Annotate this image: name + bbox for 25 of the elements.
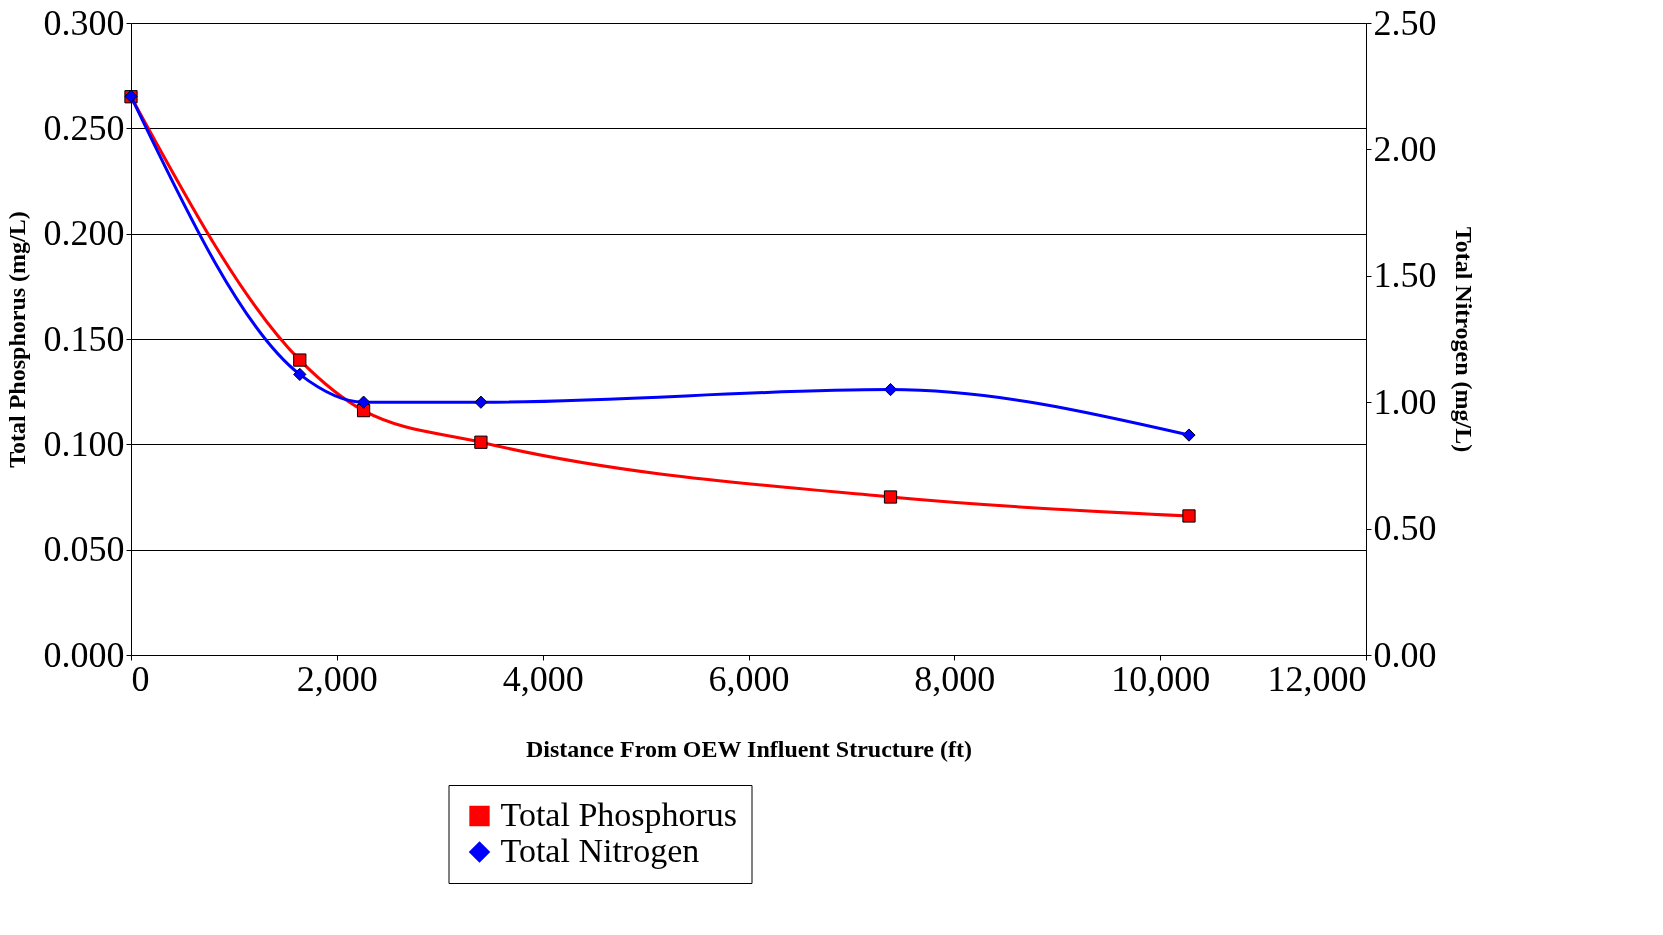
x-axis-title: Distance From OEW Influent Structure (ft): [526, 735, 972, 762]
y-tick-label: 0.100: [43, 423, 125, 464]
y-tick-label: 0.000: [43, 634, 125, 675]
y-axis-title: Total Phosphorus (mg/L): [3, 211, 30, 468]
y-tick-label: 0.050: [43, 529, 125, 570]
x-tick-label: 2,000: [296, 658, 378, 699]
y2-tick-label: 0.00: [1373, 634, 1437, 675]
y-tick-label: 0.200: [43, 213, 125, 254]
y2-tick-label: 0.50: [1373, 508, 1437, 549]
x-tick-label: 8,000: [914, 658, 996, 699]
y-tick-label: 0.250: [43, 107, 125, 148]
x-tick-label: 0: [131, 658, 150, 699]
y2-tick-label: 1.50: [1373, 255, 1437, 296]
x-tick-label: 12,000: [1267, 658, 1367, 699]
y2-tick-label: 2.50: [1373, 2, 1437, 43]
y2-tick-label: 1.00: [1373, 381, 1437, 422]
y-tick-label: 0.300: [43, 2, 125, 43]
x-tick-label: 4,000: [502, 658, 584, 699]
x-tick-label: 6,000: [708, 658, 790, 699]
x-tick-label: 10,000: [1111, 658, 1211, 699]
y2-tick-label: 2.00: [1373, 128, 1437, 169]
y-tick-label: 0.150: [43, 318, 125, 359]
legend-label: Total Phosphorus: [500, 796, 738, 833]
y2-axis-title: Total Nitrogen (mg/L): [1450, 226, 1477, 453]
legend-label: Total Nitrogen: [500, 832, 700, 869]
